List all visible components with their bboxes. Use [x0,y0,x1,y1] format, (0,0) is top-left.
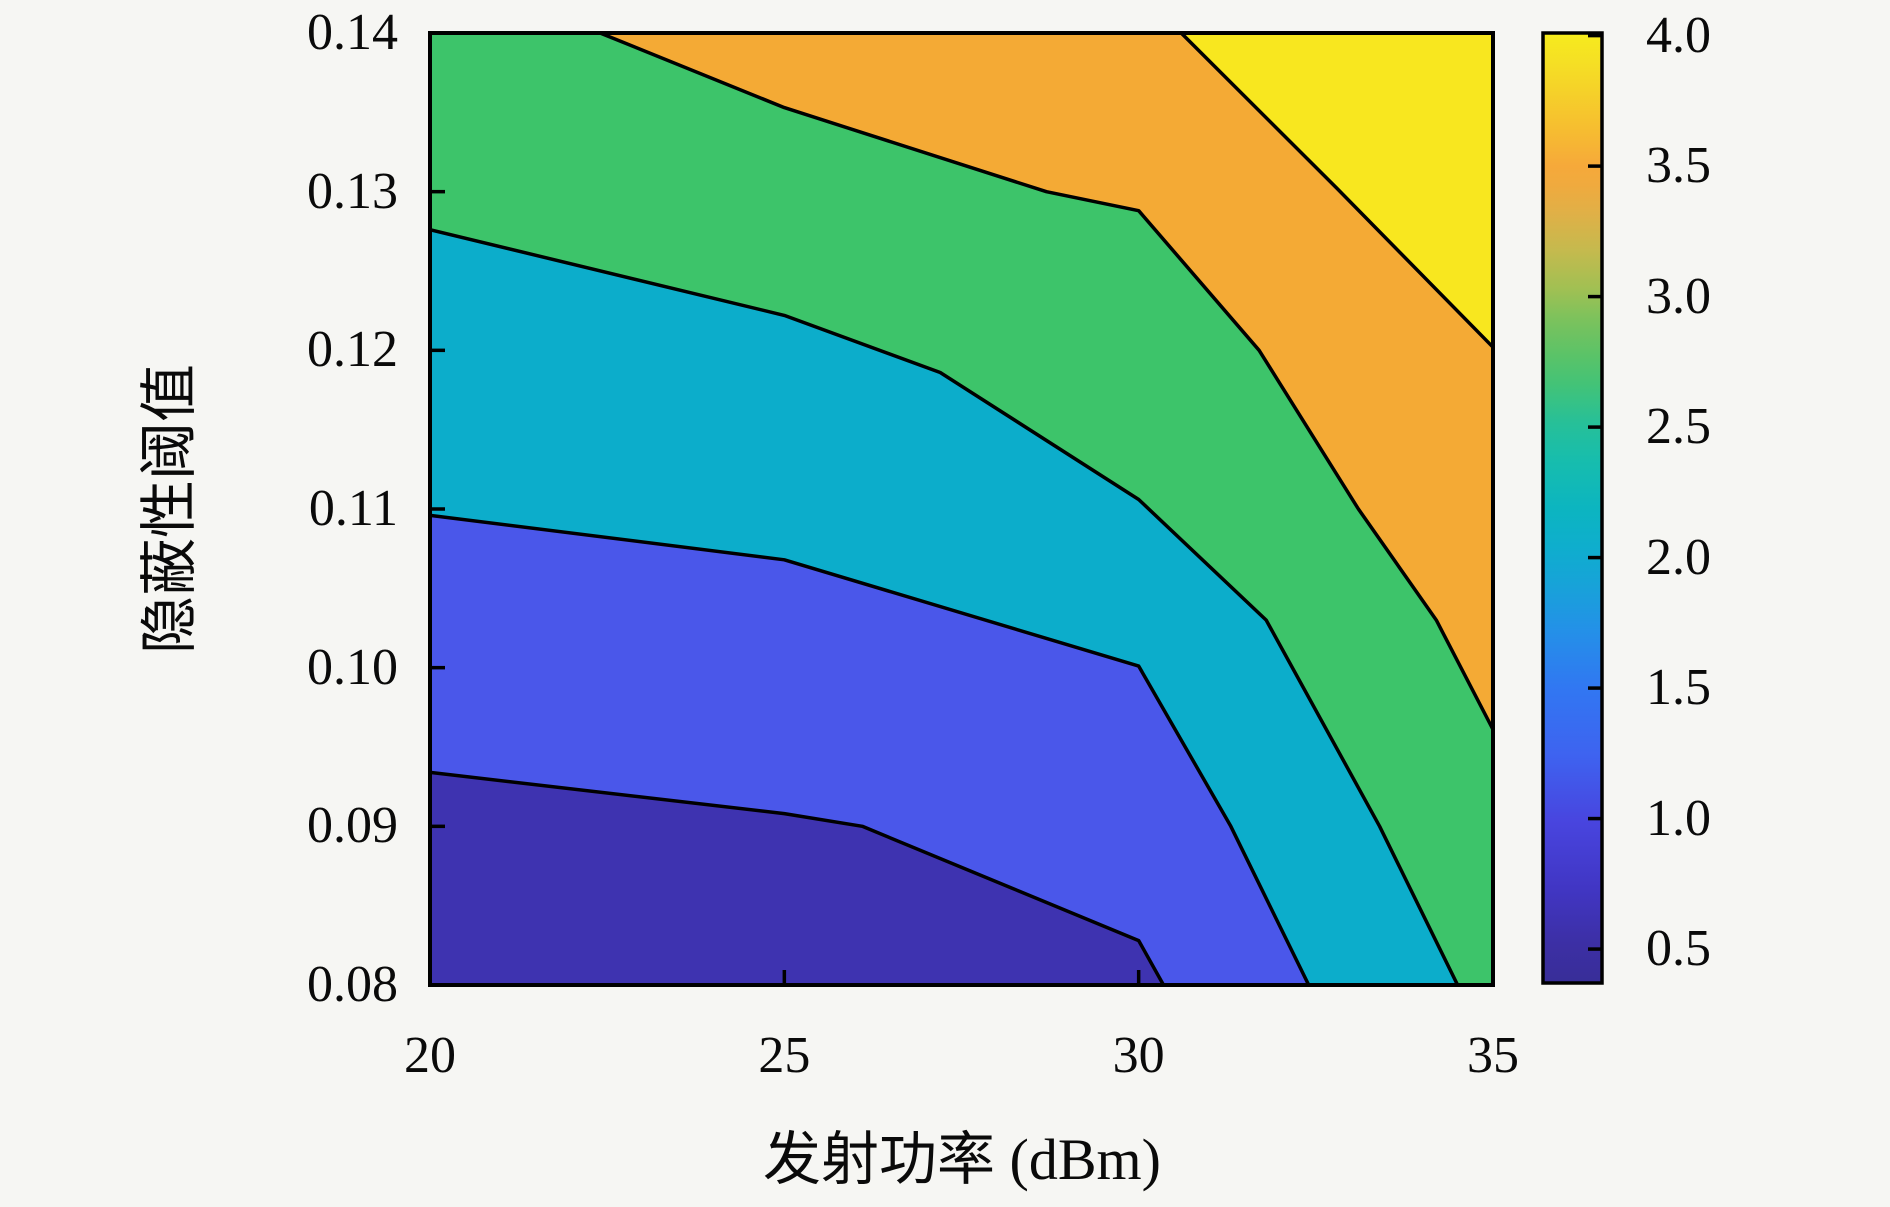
x-axis-title: 发射功率 (dBm) [763,1127,1161,1192]
y-tick-label-0.09: 0.09 [307,797,398,855]
contour-line-4 [1179,33,1493,349]
band-high [600,33,1493,730]
contour-line-3 [599,33,1493,731]
y-tick-label-0.08: 0.08 [307,956,398,1013]
colorbar-tick-label-0.5: 0.5 [1646,920,1711,978]
colorbar-tick-label-2.5: 2.5 [1646,398,1711,456]
colorbar-tick-label-1.5: 1.5 [1646,659,1711,717]
contour-bands [430,33,1493,985]
colorbar-tick-label-2.0: 2.0 [1646,528,1711,586]
x-tick-label-25: 25 [758,1027,811,1084]
colorbar-ticks [1588,33,1602,951]
colorbar-gradient [1543,33,1602,983]
contour-line-0 [430,770,1166,985]
x-tick-label-35: 35 [1467,1027,1519,1084]
y-tick-label-0.13: 0.13 [307,162,398,220]
colorbar-border [1541,31,1604,985]
band-highest [1181,33,1493,348]
y-tick-label-0.11: 0.11 [308,480,398,537]
x-tick-label-30: 30 [1112,1027,1165,1084]
y-axis-title: 隐蔽性阈值 [137,364,202,655]
y-tick-label-0.14: 0.14 [307,4,398,61]
colorbar-tick-label-4.0: 4.0 [1646,6,1711,64]
colorbar-tick-label-1.0: 1.0 [1646,789,1711,847]
y-tick-label-0.12: 0.12 [307,321,398,379]
y-tick-label-0.10: 0.10 [307,638,398,696]
contour-line-1 [430,513,1311,985]
contour-lines [430,33,1493,985]
plot-border [428,31,1495,987]
colorbar-tick-label-3.0: 3.0 [1646,267,1711,325]
x-tick-label-20: 20 [404,1027,456,1084]
contour-line-2 [430,227,1460,985]
colorbar-tick-label-3.5: 3.5 [1646,137,1711,195]
